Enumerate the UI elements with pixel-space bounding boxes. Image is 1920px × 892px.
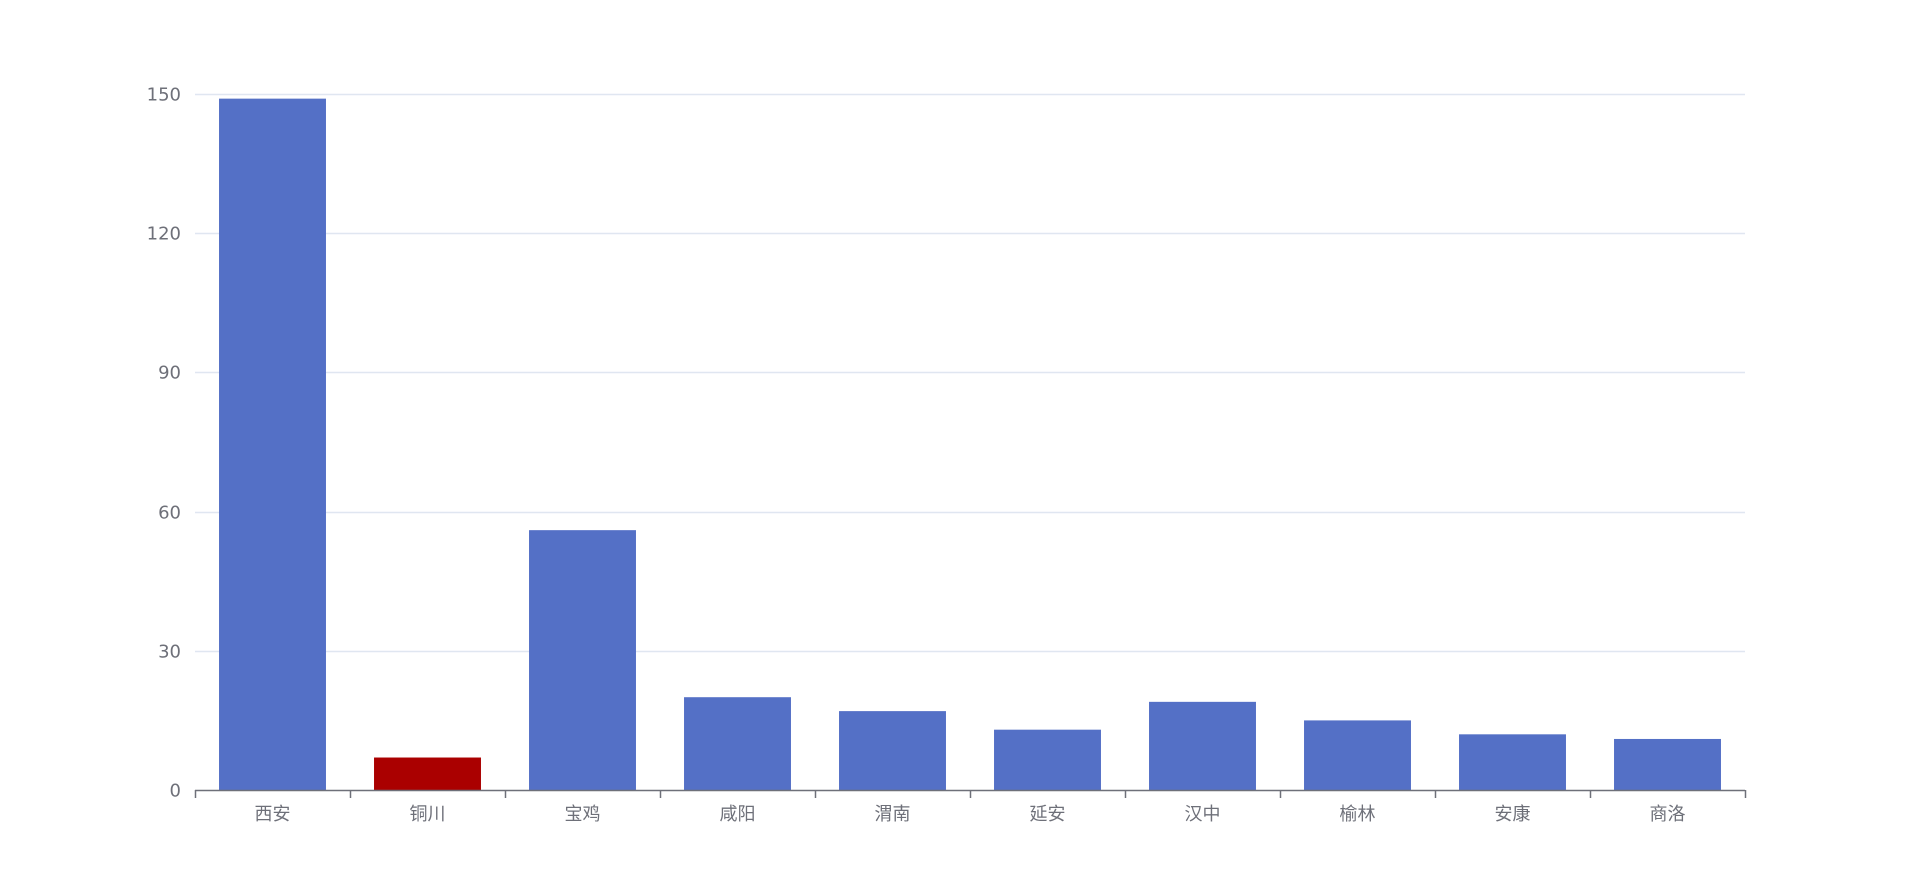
- y-tick-label: 120: [147, 224, 181, 245]
- bar-3[interactable]: [529, 530, 636, 790]
- x-tick-label: 榆林: [1340, 804, 1376, 825]
- x-tick-label: 延安: [1030, 804, 1066, 825]
- bar-7[interactable]: [1149, 701, 1256, 790]
- y-tick-label: 90: [158, 363, 181, 384]
- bar-9[interactable]: [1459, 734, 1566, 790]
- x-axis-labels: 西安 铜川 宝鸡 咸阳 渭南 延安 汉中 榆林 安康 商洛: [255, 804, 1686, 825]
- grid-lines: [195, 93, 1745, 653]
- y-tick-label: 0: [170, 781, 181, 802]
- x-axis: [194, 789, 1747, 798]
- bars: [219, 98, 1721, 790]
- x-tick-label: 渭南: [875, 804, 911, 825]
- bar-8[interactable]: [1304, 720, 1411, 790]
- x-tick-label: 咸阳: [720, 804, 756, 825]
- x-tick-label: 铜川: [410, 804, 446, 825]
- y-tick-label: 30: [158, 642, 181, 663]
- y-tick-label: 60: [158, 503, 181, 524]
- bar-2[interactable]: [374, 757, 481, 790]
- bar-4[interactable]: [684, 697, 791, 790]
- x-tick-label: 汉中: [1185, 804, 1221, 825]
- bar-6[interactable]: [994, 729, 1101, 790]
- x-tick-label: 宝鸡: [565, 804, 601, 825]
- y-tick-label: 150: [147, 85, 181, 106]
- bar-10[interactable]: [1614, 738, 1721, 790]
- x-tick-label: 安康: [1495, 804, 1531, 825]
- x-tick-label: 西安: [255, 804, 291, 825]
- bar-1[interactable]: [219, 98, 326, 790]
- x-tick-label: 商洛: [1650, 804, 1686, 825]
- y-axis-labels: 0 30 60 90 120 150: [147, 85, 181, 802]
- bar-5[interactable]: [839, 711, 946, 790]
